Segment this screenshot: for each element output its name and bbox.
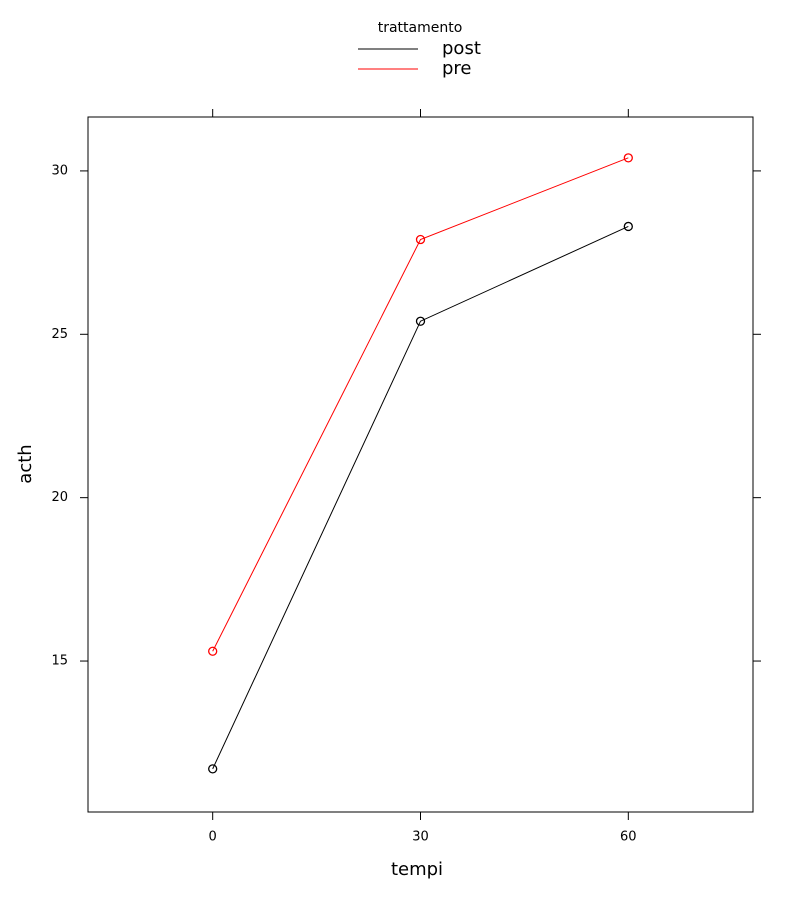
x-tick-label: 60 — [620, 830, 637, 845]
y-axis-label: acth — [15, 444, 36, 483]
y-tick-label: 30 — [51, 163, 68, 178]
y-tick-label: 25 — [51, 327, 68, 342]
point — [208, 764, 218, 774]
point — [415, 316, 426, 326]
legend-label: post — [442, 38, 481, 59]
point — [415, 234, 426, 245]
point — [208, 646, 218, 656]
series-line — [212, 226, 629, 770]
legend-title: trattamento — [378, 20, 463, 36]
y-tick-label: 15 — [51, 654, 68, 669]
legend-label: pre — [442, 58, 472, 79]
y-tick-label: 20 — [51, 490, 68, 505]
point — [623, 221, 633, 232]
plot-frame — [87, 116, 754, 813]
x-axis-label: tempi — [391, 859, 443, 880]
x-tick-label: 0 — [209, 830, 217, 845]
point — [623, 153, 633, 163]
x-tick-label: 30 — [412, 830, 429, 845]
series-line — [212, 157, 629, 652]
